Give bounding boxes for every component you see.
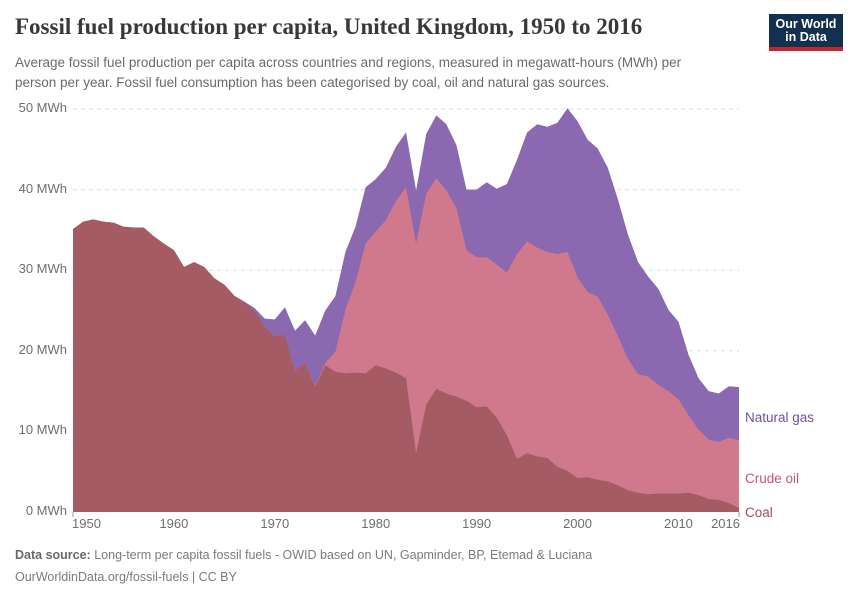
data-source-text: Long-term per capita fossil fuels - OWID…	[94, 548, 593, 562]
subtitle-line-1: Average fossil fuel production per capit…	[15, 55, 682, 70]
y-axis-label-30: 30 MWh	[18, 261, 67, 277]
x-axis-label-2010: 2010	[663, 516, 693, 531]
area-coal[interactable]	[73, 219, 739, 512]
x-axis-label-1980: 1980	[361, 516, 391, 531]
x-axis-label-1970: 1970	[260, 516, 290, 531]
license-link[interactable]: OurWorldinData.org/fossil-fuels | CC BY	[15, 570, 237, 584]
legend-crude-oil: Crude oil	[745, 471, 800, 486]
chart-subtitle: Average fossil fuel production per capit…	[15, 53, 775, 93]
logo-line-1: Our World	[775, 17, 837, 31]
subtitle-line-2: person per year. Fossil fuel consumption…	[15, 75, 610, 90]
legend-natural-gas: Natural gas	[745, 410, 815, 425]
x-axis-label-2000: 2000	[563, 516, 592, 531]
footer: Data source: Long-term per capita fossil…	[15, 544, 815, 588]
owid-logo[interactable]: Our World in Data	[769, 14, 843, 51]
x-axis-label-1950: 1950	[72, 516, 101, 531]
y-axis-label-40: 40 MWh	[18, 180, 67, 196]
data-source-line: Data source: Long-term per capita fossil…	[15, 544, 815, 566]
y-axis-label-10: 10 MWh	[18, 422, 67, 438]
x-axis-label-1960: 1960	[159, 516, 189, 531]
legend-coal: Coal	[745, 505, 773, 520]
logo-line-2: in Data	[785, 30, 827, 44]
y-axis-label-50: 50 MWh	[18, 100, 67, 115]
data-source-label: Data source:	[15, 548, 91, 562]
x-axis-label-2016: 2016	[711, 516, 740, 531]
y-axis-label-0: 0 MWh	[25, 503, 67, 518]
page-title: Fossil fuel production per capita, Unite…	[15, 14, 643, 39]
y-axis-label-20: 20 MWh	[18, 341, 67, 357]
x-axis-label-1990: 1990	[462, 516, 492, 531]
